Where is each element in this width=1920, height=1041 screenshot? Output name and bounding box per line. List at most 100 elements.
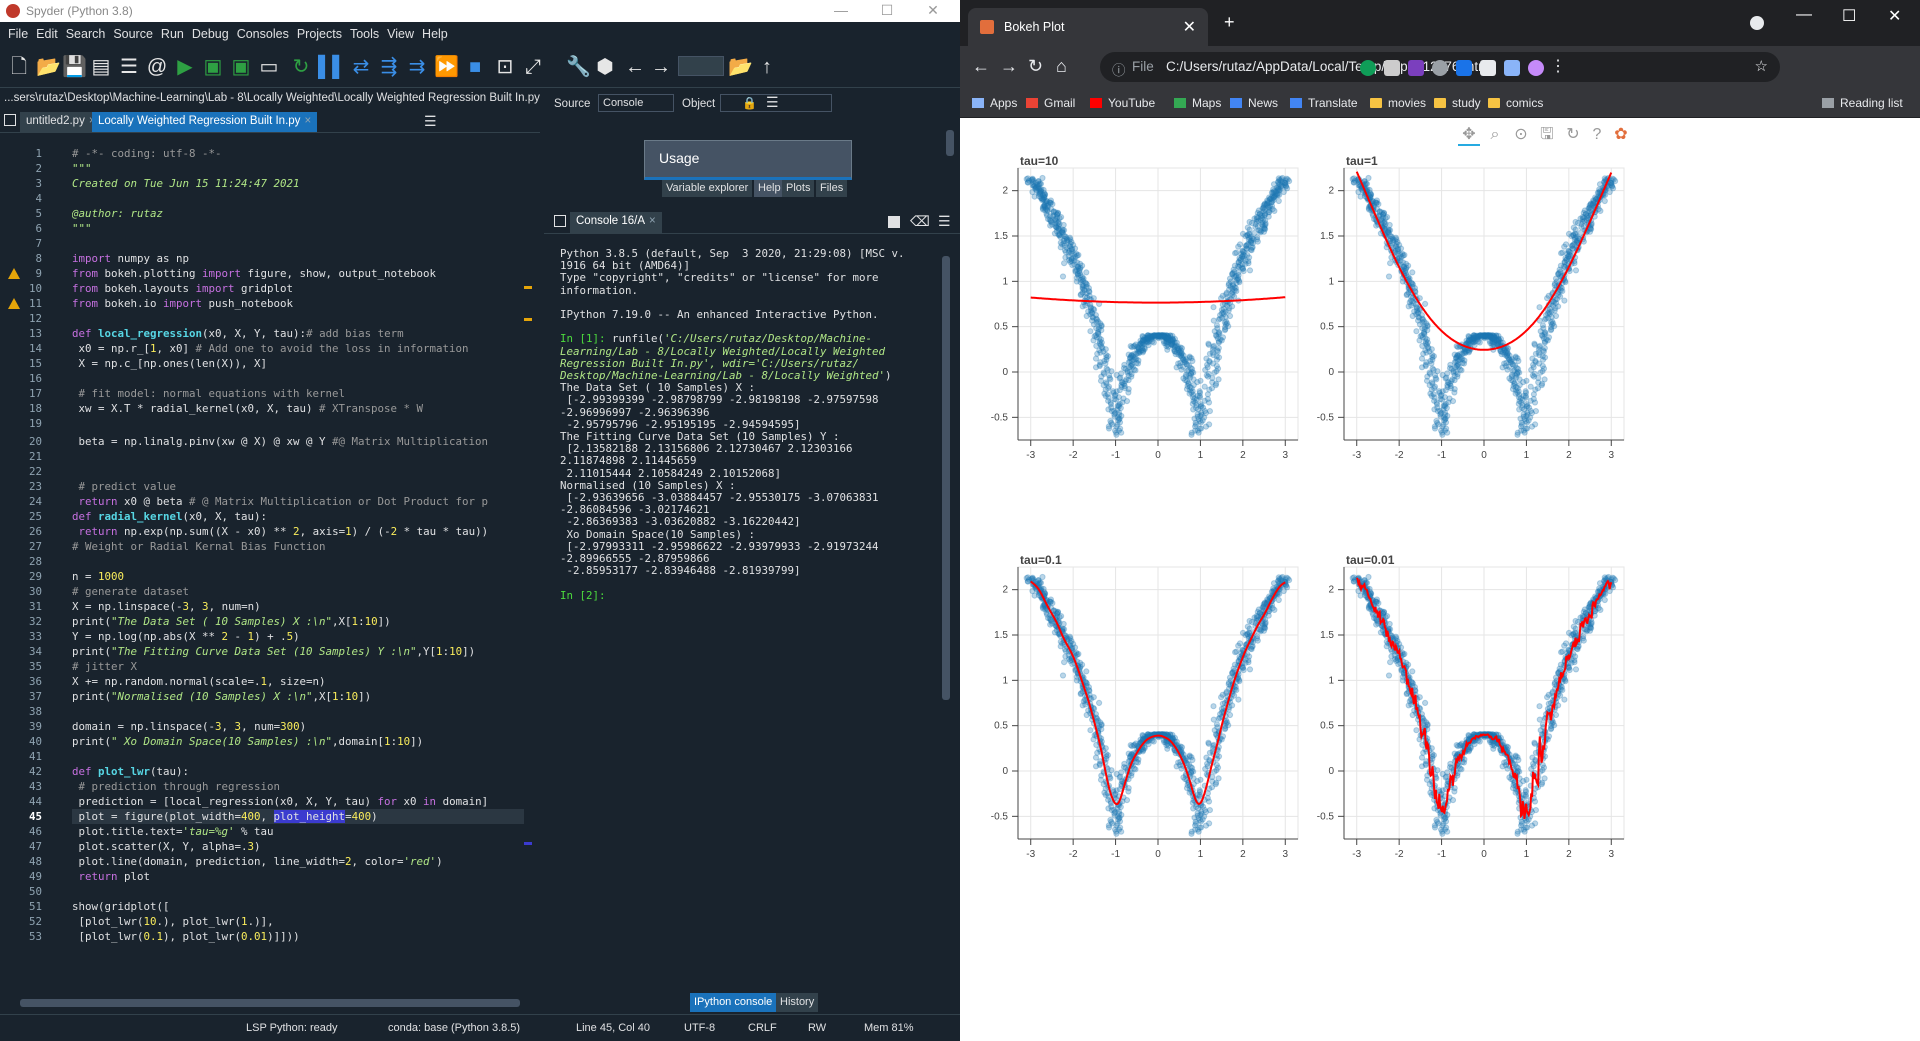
minimize-button[interactable]: — — [1796, 6, 1812, 23]
tab-untitled2[interactable]: untitled2.py× — [20, 112, 102, 132]
code-line[interactable]: plot.line(domain, prediction, line_width… — [72, 855, 443, 868]
rerun-icon[interactable]: ↻ — [292, 56, 310, 78]
code-line[interactable]: return np.exp(np.sum((X - x0) ** 2, axis… — [78, 525, 489, 538]
help-scrollbar[interactable] — [944, 90, 956, 170]
close-tab-icon[interactable]: ✕ — [1182, 19, 1196, 36]
code-line[interactable]: import numpy as np — [72, 252, 190, 265]
bookmark-star-icon[interactable]: ☆ — [1754, 58, 1768, 75]
menu-edit[interactable]: Edit — [36, 27, 58, 41]
bookmark-gmail[interactable]: Gmail — [1026, 96, 1075, 110]
pane-options-icon[interactable]: ☰ — [766, 94, 779, 110]
code-line[interactable]: # fit model: normal equations with kerne… — [78, 387, 346, 400]
plot-tau-0.01[interactable]: -3 -2 -1 0 1 2 3 -0.5 0 0.5 1 1.5 2 tau=0.01 — [1306, 549, 1706, 949]
continue-icon[interactable]: ⏩ — [434, 56, 459, 78]
parent-directory-icon[interactable]: ↑ — [762, 56, 772, 78]
tab-console[interactable]: Console 16/A × — [570, 212, 662, 233]
back-icon[interactable]: ← — [972, 56, 990, 76]
pan-tool-icon[interactable]: ✥ — [1458, 124, 1480, 146]
menu-projects[interactable]: Projects — [296, 27, 342, 41]
browse-tabs-icon[interactable] — [554, 215, 566, 227]
tab-plots[interactable]: Plots — [782, 180, 815, 197]
code-line[interactable]: print("Normalised (10 Samples) X :\n",X[… — [72, 690, 372, 703]
back-icon[interactable]: ← — [625, 56, 645, 78]
reset-tool-icon[interactable]: ↻ — [1566, 126, 1580, 143]
plot-tau-1[interactable]: -3 -2 -1 0 1 2 3 -0.5 0 0.5 1 1.5 2 tau=1 — [1306, 150, 1706, 550]
headphones-icon[interactable] — [1432, 60, 1448, 76]
code-line[interactable]: print("The Fitting Curve Data Set (10 Sa… — [72, 645, 476, 658]
code-line[interactable]: beta = np.linalg.pinv(xw @ X) @ xw @ Y #… — [72, 435, 489, 448]
plot-canvas[interactable]: -3 -2 -1 0 1 2 3-0.500.511.52 — [980, 549, 1306, 879]
extensions-icon[interactable] — [1480, 60, 1496, 76]
screen-capture-icon[interactable] — [1384, 60, 1400, 76]
code-line[interactable]: from bokeh.plotting import figure, show,… — [72, 267, 437, 280]
bookmark-youtube[interactable]: YouTube — [1090, 96, 1155, 110]
bookmark-apps[interactable]: Apps — [972, 96, 1017, 110]
warning-icon[interactable] — [8, 298, 20, 309]
stop-debug-icon[interactable]: ■ — [468, 56, 482, 78]
tab-files[interactable]: Files — [816, 180, 848, 197]
run-icon[interactable]: ▶ — [177, 56, 193, 78]
source-select[interactable]: Console — [598, 94, 674, 112]
tab-locally-weighted[interactable]: Locally Weighted Regression Built In.py × — [92, 112, 318, 132]
maximize-button[interactable]: ☐ — [1842, 8, 1857, 25]
menu-debug[interactable]: Debug — [191, 27, 229, 41]
code-line[interactable]: plot.title.text='tau=%g' % tau — [72, 825, 274, 838]
scroll-thumb[interactable] — [20, 999, 520, 1007]
chrome-menu-icon[interactable]: ⋮ — [1550, 58, 1566, 75]
plot-tau-10[interactable]: -3 -2 -1 0 1 2 3 -0.5 0 0.5 1 1.5 2 tau=10 — [980, 150, 1380, 550]
code-editor[interactable]: 1 2 3 4 5 6 7 8 9 10 11 12 13 14 15 16 17 18 19 20 21 22 23 24 2… — [0, 134, 540, 996]
scroll-thumb[interactable] — [942, 256, 950, 700]
code-line[interactable]: return x0 @ beta # @ Matrix Multiplicati… — [78, 495, 489, 508]
code-line[interactable]: # jitter X — [72, 660, 138, 673]
preferences-icon[interactable]: 🔧 — [566, 56, 591, 78]
code-line[interactable]: # generate dataset — [72, 585, 190, 598]
new-file-icon[interactable]: 🗋 — [10, 56, 28, 78]
plot-canvas[interactable]: -3 -2 -1 0 1 2 3-0.500.511.52 — [1306, 549, 1632, 879]
profile-avatar-icon[interactable] — [1528, 60, 1544, 76]
code-line[interactable]: Created on Tue Jun 15 11:24:47 2021 — [72, 177, 300, 190]
maximize-pane-icon[interactable]: ⊡ — [496, 56, 514, 78]
debug-icon[interactable]: ▌▌ — [318, 56, 347, 78]
menu-file[interactable]: File — [8, 27, 29, 41]
bookmark-translate[interactable]: Translate — [1290, 96, 1358, 110]
info-icon[interactable]: ⓘ — [1112, 63, 1126, 78]
forward-icon[interactable]: → — [651, 56, 671, 78]
code-line[interactable]: from bokeh.io import push_notebook — [72, 297, 294, 310]
menu-source[interactable]: Source — [113, 27, 153, 41]
console-scrollbar[interactable] — [940, 234, 952, 994]
code-line[interactable]: x0 = np.r_[1, x0] # Add one to avoid the… — [72, 342, 469, 355]
plot-canvas[interactable]: -3 -2 -1 0 1 2 3-0.500.511.52 — [980, 150, 1306, 480]
code-line[interactable]: """ — [72, 162, 92, 175]
step-into-icon[interactable]: ⇶ — [380, 56, 398, 78]
media-icon[interactable] — [1504, 60, 1520, 76]
code-line[interactable]: X = np.c_[np.ones(len(X)), X] — [72, 357, 268, 370]
code-line[interactable]: print(" Xo Domain Space(10 Samples) :\n"… — [72, 735, 424, 748]
code-line[interactable]: plot = figure(plot_width=400, plot_heigh… — [72, 809, 532, 824]
menu-run[interactable]: Run — [160, 27, 184, 41]
sound-icon[interactable] — [1456, 60, 1472, 76]
step-return-icon[interactable]: ⇉ — [408, 56, 426, 78]
code-line[interactable]: def plot_lwr(tau): — [72, 765, 190, 778]
pane-options-icon[interactable]: ☰ — [938, 213, 951, 229]
code-line[interactable]: # Weight or Radial Kernal Bias Function — [72, 540, 326, 553]
bookmark-maps[interactable]: Maps — [1174, 96, 1221, 110]
code-line[interactable]: prediction = [local_regression(x0, X, Y,… — [72, 795, 489, 808]
code-line[interactable]: plot.scatter(X, Y, alpha=.3) — [72, 840, 261, 853]
minimize-button[interactable]: — — [834, 2, 848, 18]
menu-consoles[interactable]: Consoles — [236, 27, 289, 41]
forward-icon[interactable]: → — [1000, 56, 1018, 76]
tab-ipython-console[interactable]: IPython console — [690, 993, 777, 1012]
code-line[interactable]: domain = np.linspace(-3, 3, num=300) — [72, 720, 307, 733]
code-line[interactable]: Y = np.log(np.abs(X ** 2 - 1) + .5) — [72, 630, 300, 643]
browse-directory-icon[interactable]: 📂 — [728, 56, 753, 78]
python-path-icon[interactable]: ⬢ — [596, 56, 614, 78]
grammarly-icon[interactable] — [1360, 60, 1376, 76]
onenote-icon[interactable] — [1408, 60, 1424, 76]
lock-icon[interactable]: 🔒 — [742, 96, 757, 110]
close-button[interactable]: ✕ — [927, 2, 939, 18]
run-cell-advance-icon[interactable]: ▣ — [231, 56, 251, 78]
save-all-icon[interactable]: ▤ — [91, 56, 111, 78]
warning-icon[interactable] — [8, 268, 20, 279]
at-icon[interactable]: @ — [146, 56, 168, 78]
browse-tabs-icon[interactable] — [4, 114, 16, 126]
